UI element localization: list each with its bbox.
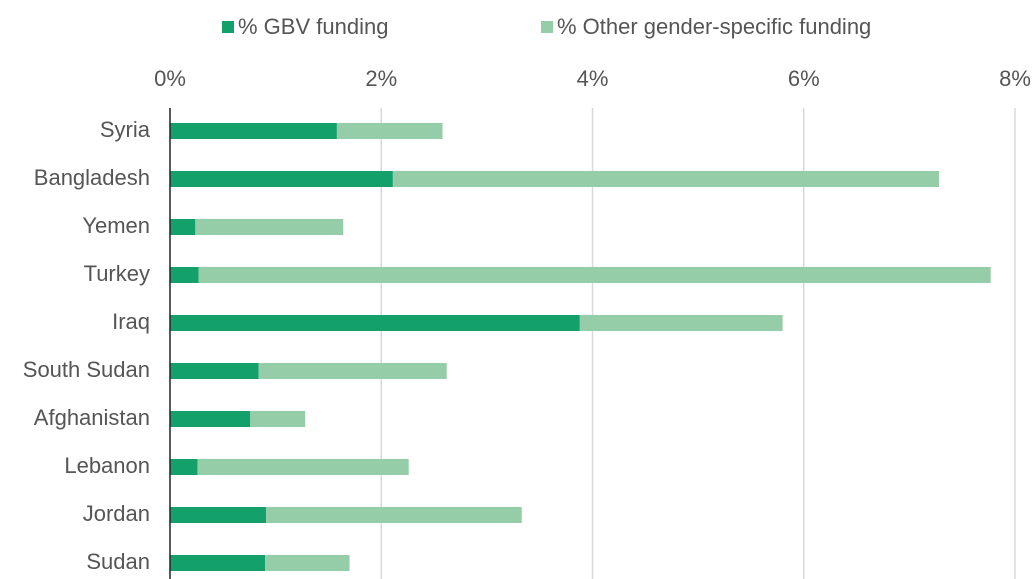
x-tick-label: 4% bbox=[577, 66, 609, 91]
bar bbox=[266, 507, 522, 523]
legend-label: % GBV funding bbox=[238, 14, 388, 39]
bar bbox=[258, 363, 447, 379]
y-tick-label: Turkey bbox=[84, 261, 150, 286]
bar bbox=[170, 363, 259, 379]
y-tick-label: Bangladesh bbox=[34, 165, 150, 190]
x-tick-label: 6% bbox=[788, 66, 820, 91]
y-tick-label: Sudan bbox=[86, 549, 150, 574]
bar bbox=[579, 315, 783, 331]
legend-label: % Other gender-specific funding bbox=[557, 14, 871, 39]
y-tick-label: Afghanistan bbox=[34, 405, 150, 430]
bar bbox=[170, 459, 198, 475]
y-tick-label: South Sudan bbox=[23, 357, 150, 382]
bar bbox=[250, 411, 306, 427]
legend-swatch bbox=[222, 21, 234, 33]
x-tick-label: 0% bbox=[154, 66, 186, 91]
bar bbox=[170, 219, 196, 235]
x-tick-label: 8% bbox=[999, 66, 1031, 91]
x-tick-label: 2% bbox=[365, 66, 397, 91]
bar bbox=[170, 267, 199, 283]
bar bbox=[170, 507, 267, 523]
bar bbox=[170, 123, 337, 139]
bar bbox=[392, 171, 939, 187]
bar bbox=[170, 411, 251, 427]
y-tick-label: Jordan bbox=[83, 501, 150, 526]
y-tick-label: Yemen bbox=[82, 213, 150, 238]
bar bbox=[170, 555, 266, 571]
bar bbox=[265, 555, 350, 571]
bar bbox=[195, 219, 344, 235]
bar bbox=[170, 315, 580, 331]
y-tick-label: Syria bbox=[100, 117, 151, 142]
y-tick-label: Lebanon bbox=[64, 453, 150, 478]
bar bbox=[198, 267, 991, 283]
bar bbox=[197, 459, 409, 475]
y-tick-label: Iraq bbox=[112, 309, 150, 334]
bar bbox=[336, 123, 443, 139]
bar bbox=[170, 171, 393, 187]
legend-swatch bbox=[541, 21, 553, 33]
